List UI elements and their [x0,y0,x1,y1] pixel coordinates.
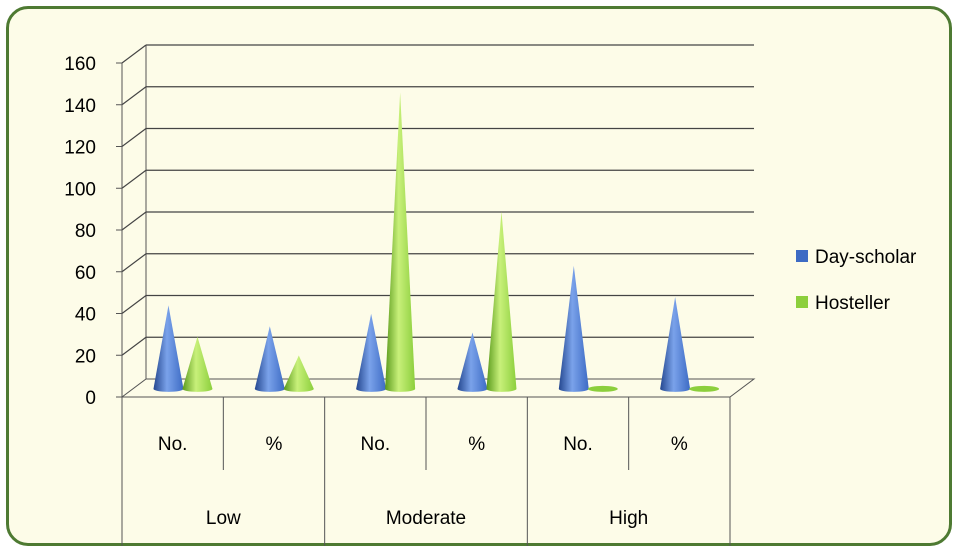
gridline-diagonal [121,169,147,189]
x-group-label: Low [206,508,241,529]
x-axis: No.% No.% No. % Low Moderate High [121,397,731,546]
plot-area [153,92,720,392]
x-sub-label: No. [158,434,188,455]
gridline-diagonal [121,295,147,314]
cone-day-scholar-6 [660,297,691,392]
y-tick-label: 80 [75,221,96,242]
cone-hosteller-5 [587,385,618,392]
chart-frame [6,6,952,546]
y-axis: 0 20 40 60 80 100 120 140 160 [64,54,123,409]
x-sub-label: No. [563,434,593,455]
cone-hosteller-1 [182,336,213,392]
gridline-diagonal [121,211,147,231]
cone-hosteller-3 [385,92,416,392]
x-sub-label: % [671,434,688,455]
y-tick-label: 20 [75,346,96,367]
cone-day-scholar-2 [254,326,285,392]
cone-hosteller-4 [486,211,517,392]
gridline-diagonal [121,336,147,356]
y-tick-label: 0 [85,388,96,409]
gridline-diagonal [121,253,147,273]
legend-swatch [796,296,808,308]
cone-day-scholar-5 [558,265,589,392]
y-tick-label: 120 [64,138,96,159]
grid-layer [120,44,756,398]
cone-hosteller-6 [689,385,720,392]
x-group-label: High [609,508,648,529]
cone-hosteller-2 [283,355,314,392]
y-tick-label: 140 [64,96,96,117]
x-sub-label: No. [361,434,391,455]
x-group-label: Moderate [386,508,466,529]
floor [120,378,756,398]
x-sub-label: % [468,434,485,455]
y-tick-label: 100 [64,179,96,200]
legend-swatch [796,250,808,262]
legend-label: Day-scholar [815,247,917,268]
cone-day-scholar-4 [457,332,488,392]
legend: Day-scholar Hosteller [796,247,917,314]
x-sub-label: % [266,434,283,455]
y-tick-label: 40 [75,305,96,326]
cone-day-scholar-1 [153,305,184,392]
cone-day-scholar-3 [356,313,387,392]
y-tick-label: 60 [75,263,96,284]
gridline-diagonal [121,86,147,106]
legend-label: Hosteller [815,293,891,314]
y-tick-label: 160 [64,54,96,75]
gridline-diagonal [121,44,147,64]
gridline-diagonal [121,128,147,147]
